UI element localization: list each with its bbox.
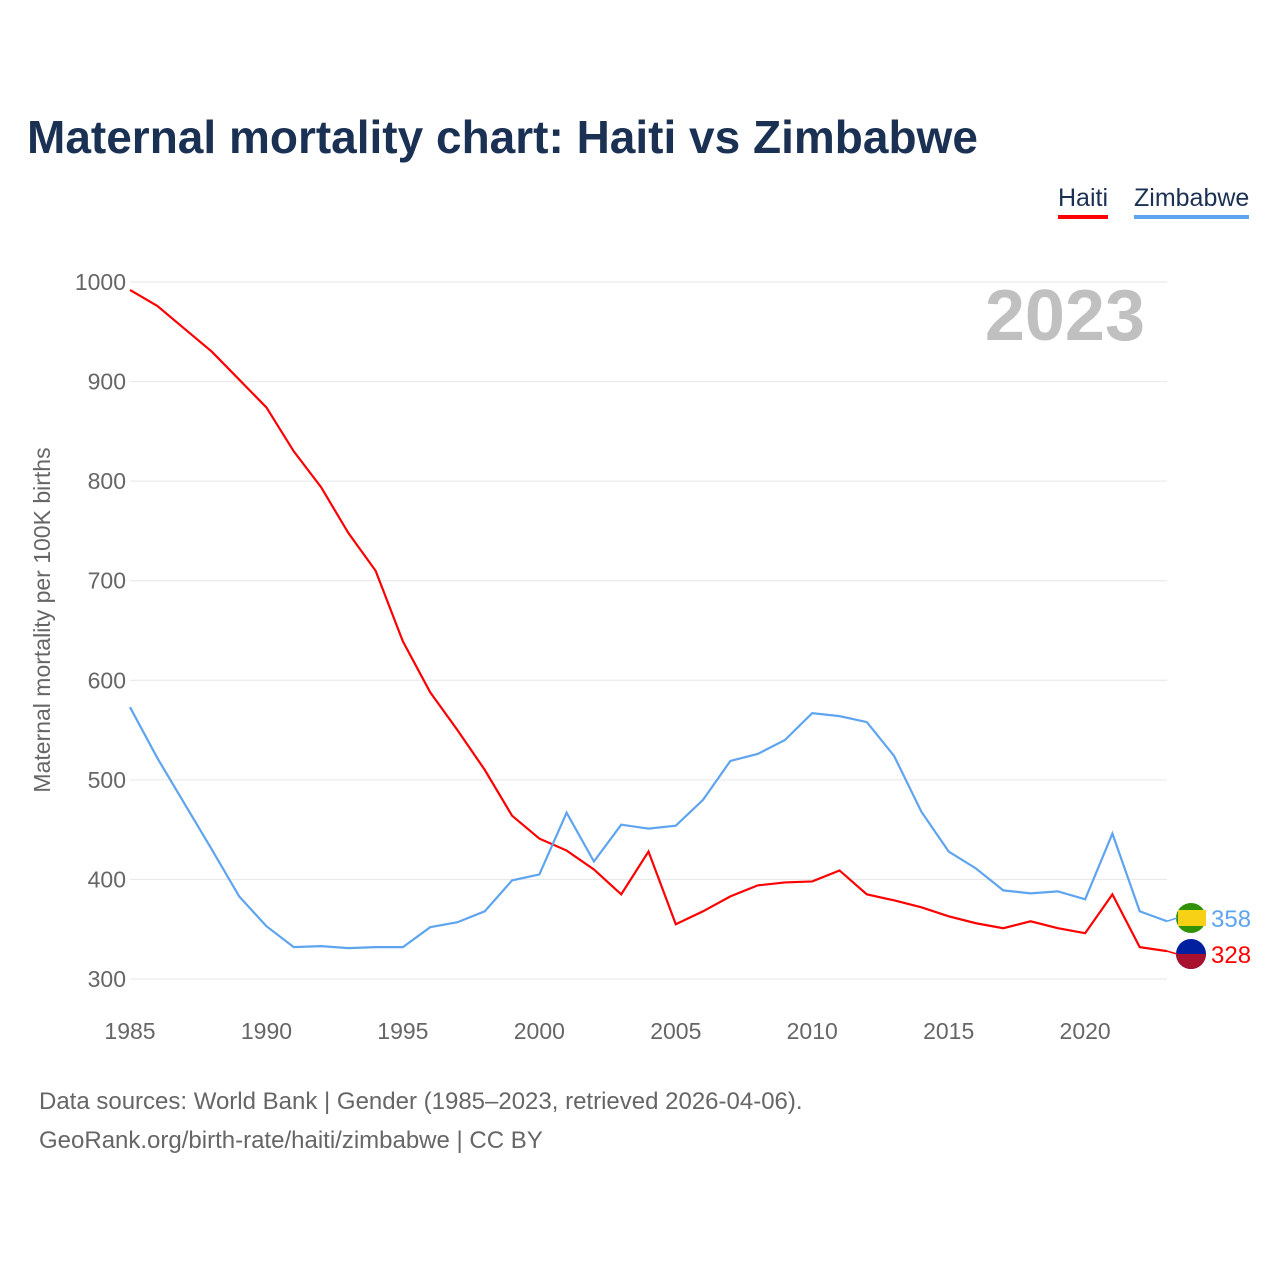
end-value-label-zimbabwe: 358 — [1211, 906, 1251, 933]
end-value-label-haiti: 328 — [1211, 942, 1251, 969]
footer-sources: Data sources: World Bank | Gender (1985–… — [39, 1088, 803, 1115]
x-tick-label: 2000 — [514, 1018, 565, 1044]
y-tick-label: 900 — [88, 369, 126, 395]
y-tick-label: 500 — [88, 767, 126, 793]
series-line-zimbabwe — [129, 706, 1168, 950]
x-tick-label: 1995 — [377, 1018, 428, 1044]
x-tick-label: 2010 — [787, 1018, 838, 1044]
y-tick-label: 1000 — [75, 269, 126, 295]
y-tick-label: 700 — [88, 568, 126, 594]
y-tick-label: 400 — [88, 866, 126, 892]
x-tick-label: 1985 — [104, 1018, 155, 1044]
footer-link[interactable]: GeoRank.org/birth-rate/haiti/zimbabwe | … — [39, 1127, 543, 1154]
flag-icon-zimbabwe — [1176, 903, 1206, 933]
series-line-haiti — [129, 289, 1168, 953]
chart-title: Maternal mortality chart: Haiti vs Zimba… — [27, 111, 978, 163]
legend-zimbabwe[interactable]: Zimbabwe — [1134, 184, 1250, 219]
x-tick-label: 2005 — [650, 1018, 701, 1044]
legend-haiti[interactable]: Haiti — [1058, 184, 1109, 219]
x-tick-label: 2015 — [923, 1018, 974, 1044]
end-connector — [1166, 950, 1178, 955]
y-tick-label: 600 — [88, 667, 126, 693]
x-tick-label: 1990 — [241, 1018, 292, 1044]
end-connector — [1166, 917, 1178, 922]
y-tick-label: 800 — [88, 468, 126, 494]
y-axis-label: Maternal mortality per 100K births — [29, 447, 55, 792]
y-tick-label: 300 — [88, 966, 126, 992]
flag-icon-haiti — [1176, 939, 1206, 969]
year-watermark: 2023 — [985, 276, 1145, 356]
x-tick-label: 2020 — [1060, 1018, 1111, 1044]
